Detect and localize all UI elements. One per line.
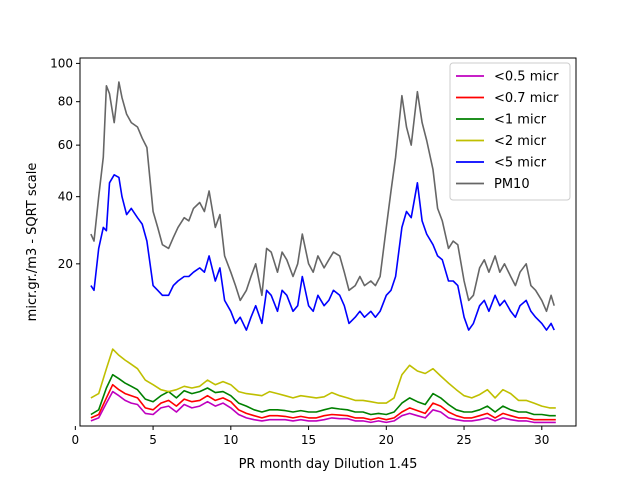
y-tick-label: 20 <box>58 257 73 271</box>
series-line-5 <box>90 174 555 331</box>
legend-label: <1 micr <box>494 113 547 128</box>
legend-label: <0.7 micr <box>494 91 559 106</box>
legend-label: PM10 <box>494 177 530 192</box>
y-tick-label: 40 <box>58 190 73 204</box>
series-layer <box>90 81 556 424</box>
x-axis-label: PR month day Dilution 1.45 <box>239 457 418 472</box>
y-tick-label: 80 <box>58 95 73 109</box>
y-tick-label: 100 <box>50 56 73 70</box>
legend: <0.5 micr <0.7 micr <1 micr <2 micr <5 micr P… <box>449 62 571 201</box>
y-axis: 20 40 60 80 100 <box>50 56 80 271</box>
x-tick-label: 15 <box>301 433 316 447</box>
x-axis: 0 5 10 15 20 25 30 <box>72 426 549 447</box>
y-axis-label: micr.gr./m3 - SQRT scale <box>25 163 40 322</box>
legend-label: <2 micr <box>494 134 547 149</box>
x-tick-label: 5 <box>149 433 157 447</box>
x-tick-label: 0 <box>72 433 80 447</box>
x-tick-label: 25 <box>456 433 471 447</box>
y-tick-label: 60 <box>58 138 73 152</box>
x-tick-label: 30 <box>534 433 549 447</box>
series-line-6 <box>90 81 555 313</box>
series-line-2 <box>90 383 556 421</box>
series-line-3 <box>90 373 556 417</box>
series-line-1 <box>90 390 556 424</box>
plot-frame <box>79 57 577 427</box>
x-tick-label: 10 <box>223 433 238 447</box>
legend-label: <5 micr <box>494 156 547 171</box>
legend-label: <0.5 micr <box>494 70 559 85</box>
series-line-4 <box>90 348 556 409</box>
x-tick-label: 20 <box>379 433 394 447</box>
